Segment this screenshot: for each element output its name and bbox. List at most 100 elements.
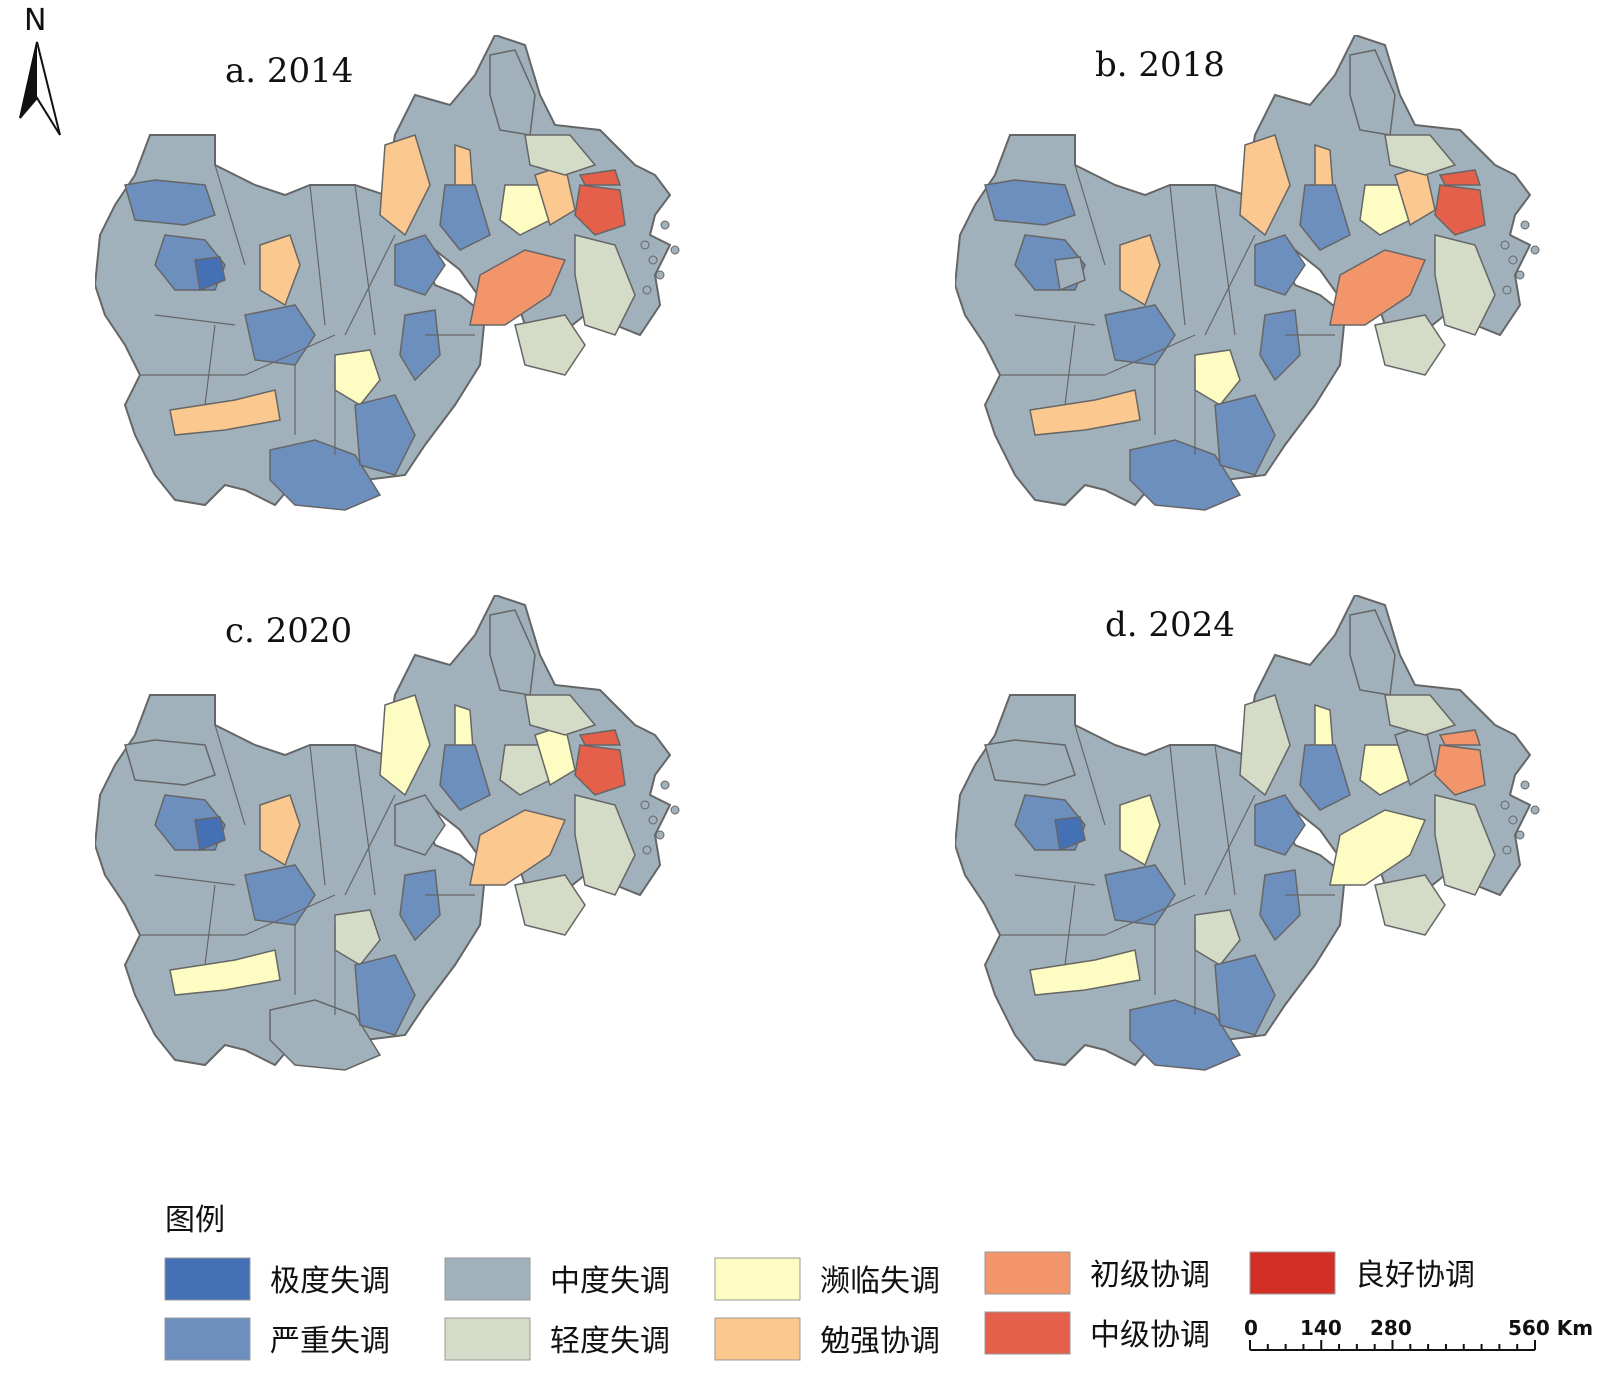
region-anhuiBlue — [439, 184, 491, 251]
boundary-line — [1014, 874, 1096, 886]
island — [1520, 220, 1530, 230]
legend-label: 极度失调 — [270, 1264, 390, 1299]
map-panel-2024: d. 2024 — [955, 595, 1540, 1071]
region-westBlue — [984, 739, 1076, 786]
legend-label: 初级协调 — [1090, 1258, 1210, 1293]
legend-swatch — [984, 1251, 1071, 1295]
region-hangzhou — [1329, 249, 1427, 326]
region-hefei — [1254, 794, 1306, 856]
island — [1500, 240, 1510, 250]
region-southBand — [1029, 949, 1141, 996]
region-anhuiBlue — [1299, 744, 1351, 811]
north-arrow: N — [19, 3, 61, 136]
region-yangtzeMouth — [578, 169, 622, 186]
region-eastNorth — [1384, 134, 1457, 176]
legend-label: 中级协调 — [1090, 1318, 1210, 1353]
legend-item: 勉强协调 — [714, 1317, 940, 1361]
boundary-line — [214, 164, 246, 266]
region-jiangxiBlue — [1259, 309, 1301, 382]
region-eastCluster — [1359, 744, 1411, 796]
region-yangtzeMouth — [1438, 169, 1482, 186]
north-arrow-fill — [20, 42, 37, 118]
region-southBand — [169, 949, 281, 996]
island — [660, 780, 670, 790]
region-midBlue — [1104, 864, 1176, 926]
legend-item: 濒临失调 — [714, 1257, 940, 1301]
region-eastCluster — [499, 744, 551, 796]
region-southEastBlue — [354, 954, 416, 1036]
boundary-line — [354, 184, 376, 336]
region-southEastBlue — [1214, 394, 1276, 476]
region-nwEast1 — [1239, 694, 1291, 797]
region-zhejiangSouth — [514, 874, 586, 936]
boundary-line — [214, 724, 246, 826]
region-shanghai — [1434, 744, 1486, 796]
boundary-line — [1074, 164, 1106, 266]
choropleth-map — [95, 35, 680, 511]
island — [1502, 285, 1512, 295]
boundary-line — [1214, 744, 1236, 896]
boundary-line — [154, 874, 236, 886]
boundary-line — [1204, 794, 1256, 896]
region-anhuiBlue — [1299, 184, 1351, 251]
region-shanghai — [1434, 184, 1486, 236]
legend-item: 初级协调 — [984, 1251, 1210, 1295]
region-southBig — [269, 999, 382, 1071]
region-eastCluster — [499, 184, 551, 236]
region-jiangxiBlue — [399, 869, 441, 942]
choropleth-map — [95, 595, 680, 1071]
region-northCenter — [259, 794, 301, 867]
legend-swatch — [164, 1317, 251, 1361]
region-northCenter — [1119, 794, 1161, 867]
region-eastCoast — [1434, 234, 1496, 336]
boundary-line — [309, 744, 326, 886]
scale-bar: 0 140 280 560 Km — [1244, 1316, 1593, 1351]
region-hefei — [1254, 234, 1306, 296]
island — [648, 255, 658, 265]
region-northCenter — [1119, 234, 1161, 307]
boundary-line — [244, 334, 336, 376]
island — [1515, 830, 1525, 840]
island — [1530, 245, 1540, 255]
legend-item: 中度失调 — [444, 1257, 670, 1301]
island — [1530, 805, 1540, 815]
region-southBig — [269, 439, 382, 511]
region-shanghai — [574, 744, 626, 796]
legend-item: 轻度失调 — [444, 1317, 670, 1361]
region-westBlue — [124, 739, 216, 786]
region-southBig — [1129, 439, 1242, 511]
legend-swatch — [444, 1317, 531, 1361]
region-southEastBlue — [354, 394, 416, 476]
map-panel-2014: a. 2014 — [95, 35, 680, 511]
region-zhejiangSouth — [1374, 874, 1446, 936]
north-arrow-icon — [19, 41, 61, 136]
boundary-line — [1214, 184, 1236, 336]
north-arrow-label: N — [24, 3, 46, 38]
region-yangtzeMouth — [1438, 729, 1482, 746]
region-darkSpot — [194, 256, 226, 292]
legend-item: 良好协调 — [1249, 1251, 1475, 1295]
island — [660, 220, 670, 230]
region-midBlue — [244, 864, 316, 926]
region-eastCoast — [574, 794, 636, 896]
region-zhejiangSouth — [1374, 314, 1446, 376]
choropleth-map — [955, 595, 1540, 1071]
region-jiangxiBlue — [399, 309, 441, 382]
region-nwEast1 — [379, 694, 431, 797]
boundary-line — [1064, 884, 1076, 966]
island — [655, 270, 665, 280]
region-eastNorth — [524, 694, 597, 736]
boundary-line — [1074, 724, 1106, 826]
region-darkSpot — [1054, 816, 1086, 852]
region-eastNorth — [1384, 694, 1457, 736]
island — [1502, 845, 1512, 855]
region-midBlue — [1104, 304, 1176, 366]
island — [642, 845, 652, 855]
legend-item: 中级协调 — [984, 1311, 1210, 1355]
legend-label: 轻度失调 — [550, 1324, 670, 1359]
boundary-line — [354, 744, 376, 896]
region-hefei — [394, 794, 446, 856]
legend-item: 严重失调 — [164, 1317, 390, 1361]
